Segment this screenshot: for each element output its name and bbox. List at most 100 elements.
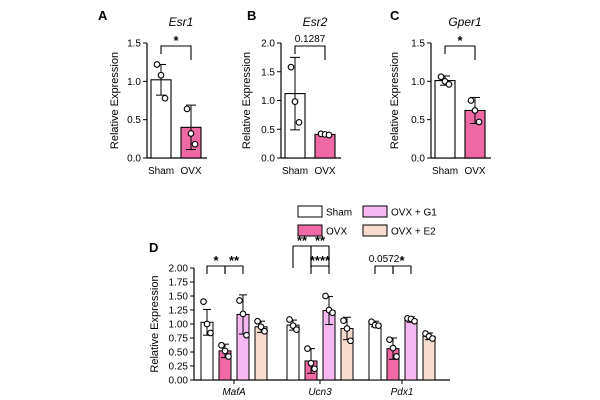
legend-label: Sham [326, 208, 352, 219]
data-point [343, 325, 351, 332]
legend-label: OVX [326, 227, 347, 238]
data-point [437, 73, 445, 81]
x-tick-label: OVX [314, 166, 335, 177]
panel-D: D Relative Expression 0.00 0.25 0.50 0.75 1.00… [149, 205, 450, 398]
panel-letter: A [98, 8, 108, 23]
y-tick-label: 1.5 [261, 67, 275, 78]
data-point [304, 345, 311, 352]
y-axis-label: Relative Expression [149, 275, 161, 372]
significance-label: ** [297, 233, 308, 248]
bar-ovx-e2 [254, 326, 268, 381]
data-point [261, 327, 268, 335]
chart-title: Esr1 [169, 15, 194, 29]
significance-label: * [399, 253, 405, 268]
significance-label: **** [310, 253, 331, 268]
data-point [295, 118, 303, 126]
bar-sham [434, 80, 456, 159]
significance-bracket [310, 265, 330, 274]
data-point [183, 105, 191, 113]
data-point [218, 341, 225, 349]
data-point [239, 310, 247, 318]
legend-item: OVX + G1 [362, 205, 437, 219]
y-tick-label: 1.0 [261, 96, 275, 107]
x-tick-label: Sham [148, 166, 174, 177]
y-axis-label: Relative Expression [389, 52, 401, 149]
data-point [161, 94, 169, 102]
group-pdx1: Pdx1 [368, 315, 436, 398]
data-point [471, 107, 479, 114]
legend: Sham OVX OVX + G1 OVX + E2 [297, 205, 437, 238]
data-point [286, 316, 293, 323]
bar-ovx-e2 [422, 335, 436, 381]
panel-letter: B [247, 8, 256, 23]
significance-bracket [374, 265, 394, 274]
data-point [293, 326, 300, 333]
significance-label: * [457, 33, 463, 48]
significance-label: ** [315, 233, 326, 248]
data-point [411, 317, 418, 325]
y-tick-label: 0.0 [127, 154, 141, 165]
bar-ovx-g1 [404, 319, 418, 381]
data-point [311, 365, 318, 373]
y-tick-label: 2.00 [169, 264, 189, 275]
y-tick-label: 1.50 [169, 292, 189, 303]
data-point [389, 344, 397, 352]
significance-bracket [392, 265, 412, 274]
data-point [386, 336, 393, 344]
y-tick-label: 0.0 [261, 154, 275, 165]
data-point [291, 98, 299, 105]
legend-item: OVX + E2 [362, 224, 436, 238]
significance-label: 0.0572 [369, 254, 400, 265]
panel-letter: C [390, 8, 400, 23]
significance-label: ** [229, 253, 240, 268]
data-point [207, 329, 214, 337]
y-tick-label: 1.5 [127, 39, 141, 50]
x-tick-label: Ucn3 [308, 387, 332, 398]
data-point [187, 130, 195, 137]
data-point [445, 81, 453, 88]
data-point [325, 131, 333, 139]
data-point [254, 317, 261, 325]
data-point [157, 71, 165, 79]
data-point [307, 359, 315, 367]
significance-bracket [294, 45, 326, 60]
y-axis-label: Relative Expression [241, 52, 253, 149]
x-tick-label: Pdx1 [391, 387, 414, 398]
data-point [191, 140, 199, 148]
legend-label: OVX + G1 [391, 208, 437, 219]
y-tick-label: 1.00 [169, 320, 189, 331]
significance-bracket [160, 45, 192, 60]
panel-C: C Gper1 Relative Expression 0.0 0.5 1.0 1.5 Sha… [389, 8, 491, 177]
legend-item: Sham [297, 205, 352, 219]
y-tick-label: 1.0 [127, 77, 141, 88]
y-tick-label: 2.0 [261, 39, 275, 50]
data-point [200, 298, 207, 305]
bar-ovx [314, 133, 336, 159]
error-bar [186, 104, 196, 151]
y-tick-label: 0.25 [169, 362, 189, 373]
y-tick-label: 0.5 [127, 115, 141, 126]
x-tick-label: OVX [464, 166, 485, 177]
legend-swatch [362, 205, 388, 218]
x-tick-label: OVX [180, 166, 201, 177]
significance-bracket [310, 245, 330, 268]
y-tick-label: 1.0 [411, 77, 425, 88]
x-tick-label: Sham [282, 166, 308, 177]
legend-swatch [362, 224, 388, 237]
data-point [287, 63, 295, 71]
data-point [329, 309, 336, 317]
data-point [322, 292, 329, 300]
significance-bracket [224, 265, 244, 274]
significance-bracket [292, 245, 312, 268]
bar-sham [368, 323, 382, 381]
significance-bracket [444, 45, 476, 60]
y-tick-label: 0.0 [411, 154, 425, 165]
y-tick-label: 0.00 [169, 376, 189, 387]
data-point [243, 331, 250, 339]
y-tick-label: 0.50 [169, 348, 189, 359]
y-tick-label: 1.5 [411, 39, 425, 50]
data-point [153, 61, 161, 68]
data-point [203, 320, 211, 328]
data-point [340, 317, 347, 324]
significance-label: 0.1287 [295, 34, 326, 45]
